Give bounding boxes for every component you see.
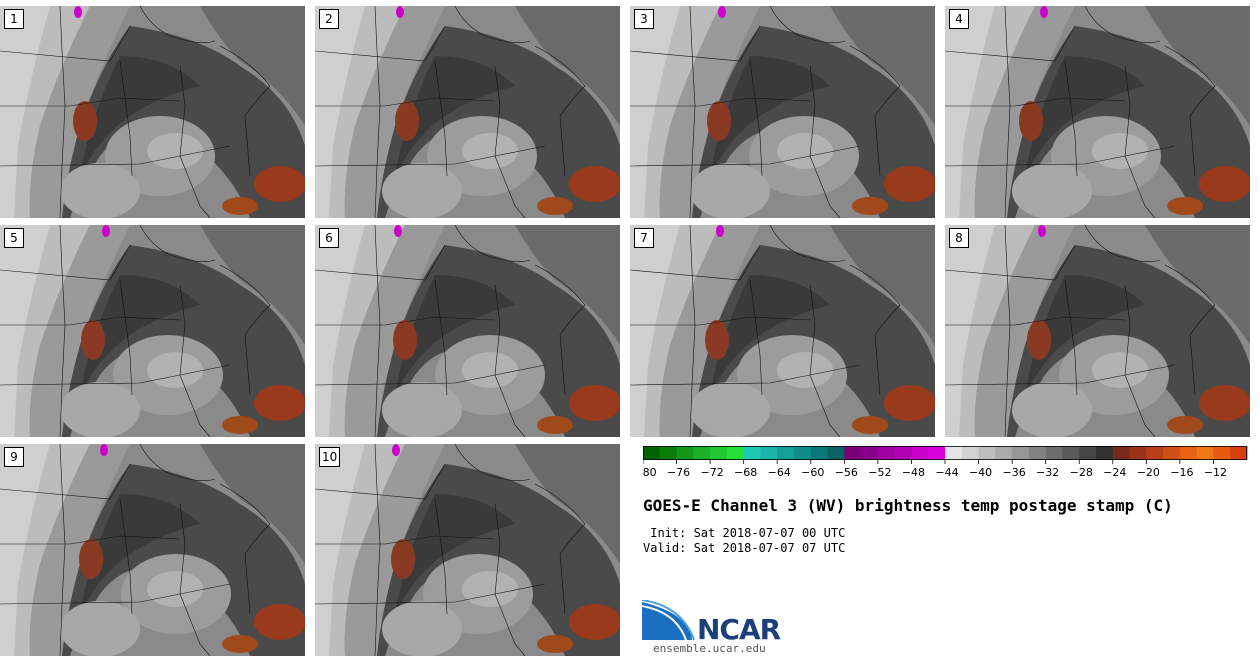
colorbar-tick-label: −16 xyxy=(1170,466,1193,479)
colorbar-bin xyxy=(1129,446,1147,460)
colorbar-bin xyxy=(1196,446,1214,460)
colorbar-bin xyxy=(1045,446,1063,460)
panel-number: 8 xyxy=(949,228,969,248)
ncar-wordmark: NCAR xyxy=(697,613,781,646)
colorbar-tick-label: −12 xyxy=(1204,466,1227,479)
init-time: Init: Sat 2018-07-07 00 UTC xyxy=(643,526,846,540)
map-image xyxy=(0,444,305,656)
stamp-panel-4: 4 xyxy=(945,6,1250,218)
colorbar: −80−76−72−68−64−60−56−52−48−44−40−36−32−… xyxy=(643,446,1248,479)
colorbar-border xyxy=(643,446,1247,460)
stamp-panel-6: 6 xyxy=(315,225,620,437)
map-image xyxy=(630,225,935,437)
colorbar-bin xyxy=(827,446,845,460)
colorbar-tick-label: −28 xyxy=(1070,466,1093,479)
colorbar-bin xyxy=(894,446,912,460)
colorbar-bin xyxy=(760,446,778,460)
colorbar-tick-label: −40 xyxy=(969,466,992,479)
colorbar-bin xyxy=(961,446,980,460)
colorbar-bin xyxy=(1179,446,1198,460)
colorbar-tick-label: −72 xyxy=(701,466,724,479)
colorbar-bin xyxy=(1213,446,1231,460)
colorbar-tick-label: −60 xyxy=(801,466,824,479)
stamp-panel-2: 2 xyxy=(315,6,620,218)
stamp-panel-7: 7 xyxy=(630,225,935,437)
panel-number: 10 xyxy=(319,447,341,467)
colorbar-bin xyxy=(693,446,711,460)
colorbar-bin xyxy=(1096,446,1114,460)
colorbar-bin xyxy=(810,446,829,460)
map-image xyxy=(630,6,935,218)
panel-number: 4 xyxy=(949,9,969,29)
colorbar-bin xyxy=(710,446,728,460)
colorbar-bin xyxy=(861,446,879,460)
colorbar-bin xyxy=(1012,446,1030,460)
colorbar-tick-label: −20 xyxy=(1137,466,1160,479)
ncar-logo-icon xyxy=(642,600,695,641)
colorbar-tick-label: −64 xyxy=(768,466,791,479)
colorbar-bin xyxy=(743,446,761,460)
map-image xyxy=(315,444,620,656)
site-url[interactable]: ensemble.ucar.edu xyxy=(653,642,766,655)
panel-number: 1 xyxy=(4,9,24,29)
colorbar-tick-label: −80 xyxy=(643,466,657,479)
colorbar-bin xyxy=(726,446,745,460)
map-image xyxy=(0,225,305,437)
stamp-panel-8: 8 xyxy=(945,225,1250,437)
colorbar-bin xyxy=(978,446,996,460)
colorbar-tick-label: −52 xyxy=(868,466,891,479)
colorbar-bin xyxy=(945,446,963,460)
panel-number: 2 xyxy=(319,9,339,29)
colorbar-tick-label: −24 xyxy=(1103,466,1126,479)
colorbar-bin xyxy=(794,446,812,460)
colorbar-bin xyxy=(1230,446,1248,460)
colorbar-bin xyxy=(676,446,694,460)
panel-number: 7 xyxy=(634,228,654,248)
colorbar-tick-label: −32 xyxy=(1036,466,1059,479)
panel-number: 5 xyxy=(4,228,24,248)
map-image xyxy=(945,225,1250,437)
colorbar-bin xyxy=(911,446,929,460)
colorbar-bin xyxy=(1146,446,1164,460)
panel-number: 9 xyxy=(4,447,24,467)
map-image xyxy=(315,225,620,437)
colorbar-bin xyxy=(995,446,1013,460)
stamp-panel-3: 3 xyxy=(630,6,935,218)
colorbar-bin xyxy=(844,446,862,460)
colorbar-bin xyxy=(1112,446,1131,460)
colorbar-tick-label: −44 xyxy=(935,466,958,479)
stamp-panel-5: 5 xyxy=(0,225,305,437)
colorbar-bin xyxy=(777,446,795,460)
colorbar-tick-label: −48 xyxy=(902,466,925,479)
stamp-panel-10: 10 xyxy=(315,444,620,656)
colorbar-bin xyxy=(643,446,661,460)
colorbar-tick-label: −56 xyxy=(835,466,858,479)
colorbar-bin xyxy=(659,446,678,460)
colorbar-bin xyxy=(1062,446,1080,460)
map-image xyxy=(0,6,305,218)
colorbar-bin xyxy=(928,446,946,460)
stamp-panel-9: 9 xyxy=(0,444,305,656)
colorbar-tick-label: −68 xyxy=(734,466,757,479)
valid-time: Valid: Sat 2018-07-07 07 UTC xyxy=(643,541,846,555)
panel-number: 3 xyxy=(634,9,654,29)
colorbar-bin xyxy=(877,446,896,460)
colorbar-tick-label: −36 xyxy=(1003,466,1026,479)
stamp-panel-1: 1 xyxy=(0,6,305,218)
colorbar-bin xyxy=(1163,446,1181,460)
colorbar-bin xyxy=(1028,446,1047,460)
map-image xyxy=(945,6,1250,218)
colorbar-tick-label: −76 xyxy=(667,466,690,479)
panel-number: 6 xyxy=(319,228,339,248)
figure-title: GOES-E Channel 3 (WV) brightness temp po… xyxy=(643,496,1173,515)
map-image xyxy=(315,6,620,218)
colorbar-bin xyxy=(1079,446,1097,460)
